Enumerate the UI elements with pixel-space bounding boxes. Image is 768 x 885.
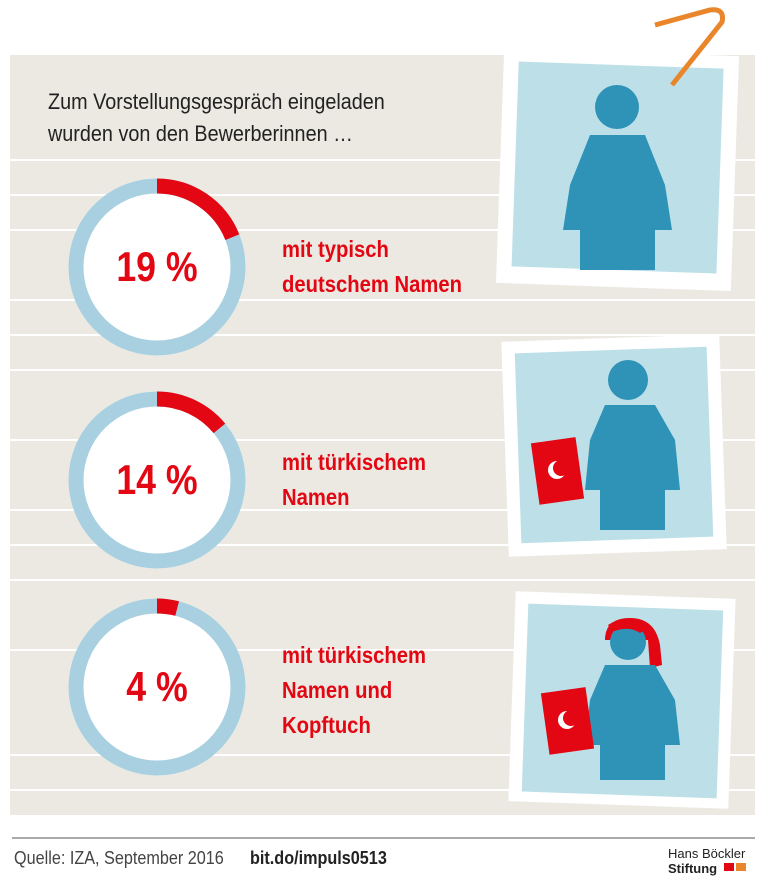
donut-hole	[68, 598, 246, 776]
donut-segment	[156, 178, 240, 241]
category-label: mit türkischem Namen	[282, 449, 426, 510]
source: Quelle: IZA, September 2016	[14, 848, 224, 868]
photo-2	[501, 334, 727, 557]
logo-mark	[736, 863, 746, 871]
donut-segment	[156, 391, 226, 434]
photo-3	[508, 591, 736, 809]
logo-mark	[724, 863, 734, 871]
logo-line: Stiftung	[668, 861, 718, 876]
link[interactable]: bit.do/impuls0513	[250, 848, 387, 868]
category-label: mit typisch deutschem Namen	[282, 236, 462, 297]
value-label: 14 %	[116, 457, 197, 503]
donut-hole	[68, 391, 246, 569]
donut-hole	[68, 178, 246, 356]
photo-1	[495, 7, 740, 292]
category-label: mit türkischem Namen und Kopftuch	[282, 642, 426, 738]
chart-title: Zum Vorstellungsgespräch eingeladen wurd…	[48, 89, 385, 146]
value-label: 4 %	[126, 664, 188, 710]
value-label: 19 %	[116, 244, 197, 290]
logo: Hans Böckler Stiftung	[668, 846, 745, 876]
donut-segment	[156, 598, 180, 616]
logo-line: Hans Böckler	[668, 846, 746, 861]
